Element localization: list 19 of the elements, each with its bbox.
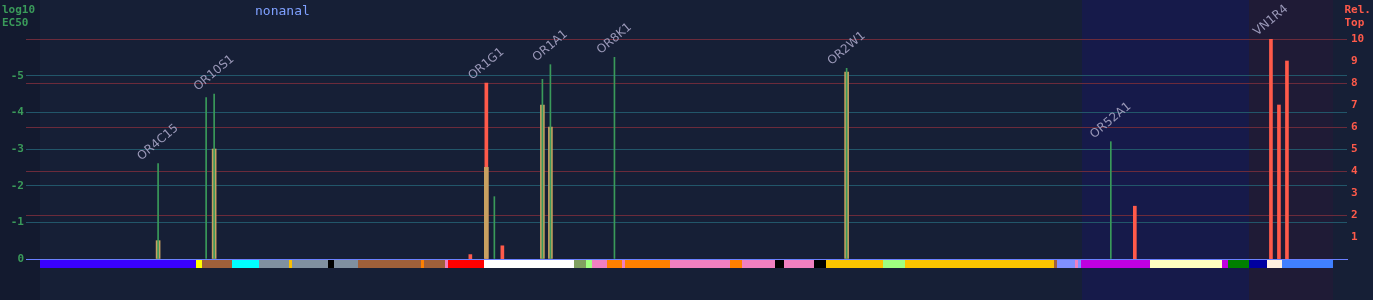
y-tick-label: 0 <box>17 251 24 265</box>
y2-tick-label: 6 <box>1351 119 1358 133</box>
y2-tick-label: 5 <box>1351 141 1358 155</box>
y-tick-label: -5 <box>10 68 24 82</box>
y2-tick-label: 2 <box>1351 207 1358 221</box>
y2-axis-title: Rel. Top <box>1344 3 1371 29</box>
y2-tick-label: 4 <box>1351 163 1358 177</box>
chart-title: nonanal <box>255 3 310 18</box>
y2-tick-label: 8 <box>1351 75 1358 89</box>
y-tick-label: -3 <box>10 141 24 155</box>
y-tick-label: -1 <box>10 215 25 229</box>
y2-tick-label: 9 <box>1351 53 1358 67</box>
y-tick-label: -4 <box>10 105 25 119</box>
y2-tick-label: 3 <box>1351 185 1358 199</box>
y2-tick-label: 7 <box>1351 97 1358 111</box>
y2-tick-label: 10 <box>1351 31 1365 45</box>
y-axis-title: log10 EC50 <box>2 3 36 29</box>
y-tick-label: -2 <box>10 178 24 192</box>
y2-tick-label: 1 <box>1351 229 1358 243</box>
